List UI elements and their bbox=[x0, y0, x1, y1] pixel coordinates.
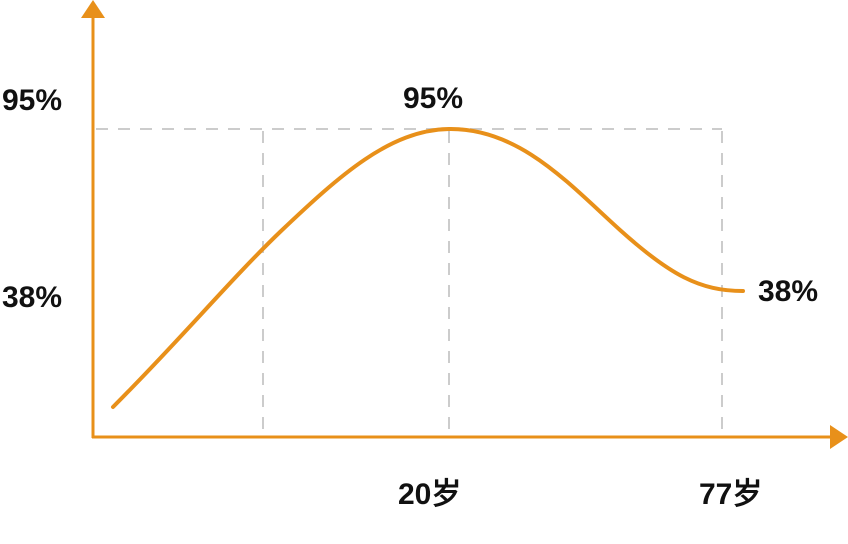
y-axis-arrow bbox=[81, 0, 105, 18]
grid-lines bbox=[96, 128, 723, 436]
x-tick-label-77: 77岁 bbox=[699, 478, 762, 511]
y-tick-label-95: 95% bbox=[2, 84, 62, 117]
data-label-end: 38% bbox=[758, 275, 818, 308]
axes bbox=[81, 0, 848, 449]
y-tick-label-38: 38% bbox=[2, 281, 62, 314]
data-label-peak: 95% bbox=[403, 82, 463, 115]
series-line bbox=[111, 126, 745, 409]
x-axis-arrow bbox=[830, 425, 848, 449]
x-tick-label-20: 20岁 bbox=[398, 478, 461, 511]
